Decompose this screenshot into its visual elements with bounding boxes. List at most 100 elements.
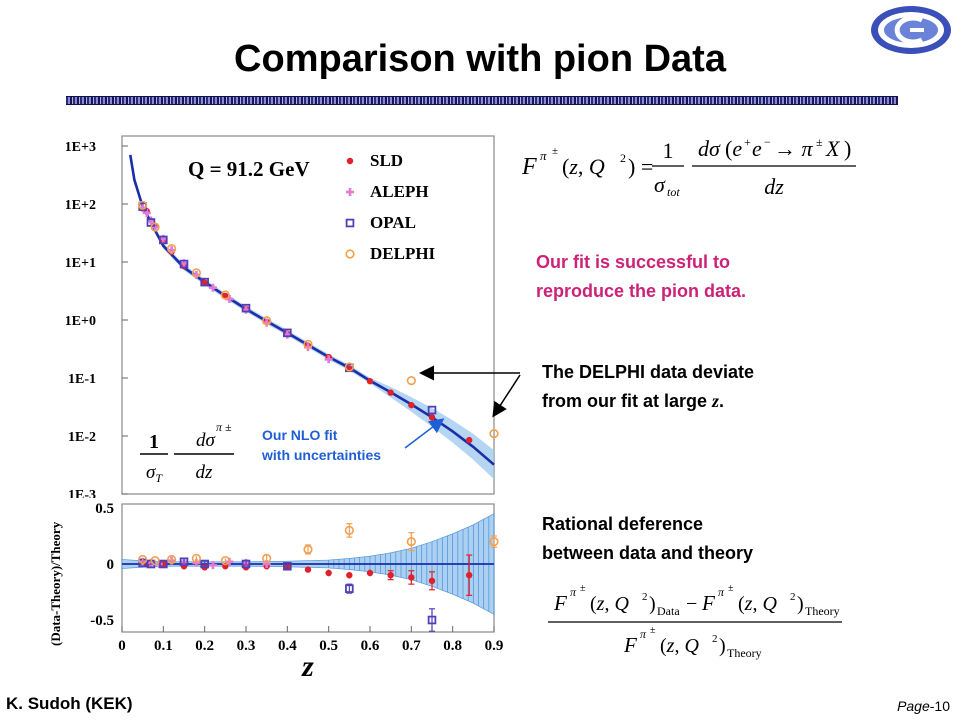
upper-plot-frame: [121, 135, 495, 495]
x-tick-label: 0.3: [237, 638, 256, 654]
svg-text:±: ±: [816, 135, 823, 149]
upper-delphi-point: [344, 362, 354, 372]
svg-text:π: π: [540, 148, 547, 163]
legend-opal-point: [345, 218, 355, 228]
svg-text:±: ±: [650, 625, 656, 636]
svg-text:π: π: [640, 627, 647, 641]
svg-text:dσ: dσ: [196, 430, 216, 451]
lower-y-tick-label: -0.5: [90, 613, 114, 629]
svg-text:dz: dz: [764, 174, 784, 199]
upper-delphi-point: [489, 428, 499, 439]
upper-y-tick-label: 1E+1: [66, 256, 96, 271]
nlo-fit-label: Our NLO fit with uncertainties: [262, 427, 382, 463]
legend-aleph-point: [346, 188, 354, 196]
svg-text:F: F: [553, 591, 567, 615]
svg-text:±: ±: [728, 583, 734, 594]
lower-delphi-point: [166, 554, 177, 565]
upper-opal-point: [241, 303, 251, 313]
legend-label-sld: SLD: [370, 151, 403, 170]
lower-sld-point: [428, 577, 436, 584]
svg-text:F: F: [701, 591, 715, 615]
x-axis-label: z: [301, 650, 314, 682]
upper-opal-point: [283, 328, 292, 338]
upper-sld-point: [387, 389, 394, 396]
x-tick-label: 0.1: [154, 638, 173, 654]
x-tick-label: 0: [118, 638, 126, 654]
upper-y-tick-label: 1E-3: [68, 488, 96, 498]
lower-aleph-point: [208, 561, 217, 570]
lower-chart: 0 0.1 0.2 0.3 0.4 0.5 0.6 0.7 0.8 0.90.50-0.5 (Da…: [48, 501, 503, 682]
svg-text:π: π: [718, 585, 725, 599]
lower-delphi-point: [191, 553, 201, 564]
upper-y-tick-label: 1E-2: [68, 430, 96, 445]
legend-delphi-point: [345, 249, 355, 259]
lower-opal-point: [427, 615, 437, 625]
lower-sld-point: [304, 566, 312, 573]
lower-sld-point: [408, 574, 415, 581]
upper-aleph-point: [208, 283, 217, 292]
svg-text:2: 2: [620, 151, 626, 165]
svg-text:X: X: [825, 136, 841, 161]
ratio-formula: F π ± (z, Q 2 ) Data − F π ± (z, Q 2 ) T…: [548, 583, 842, 660]
x-tick-label: 0.8: [443, 638, 462, 654]
y-axis-fraction-label: 1 σT dσ π ± dz: [140, 420, 234, 485]
lower-opal-point: [241, 559, 251, 569]
delphi-deviation-note: The DELPHI data deviate from our fit at …: [542, 362, 755, 411]
nlo-arrow: [404, 418, 445, 449]
upper-sld-point: [408, 401, 415, 409]
legend-label-opal: OPAL: [370, 213, 416, 232]
lower-delphi-point: [303, 544, 313, 555]
title-underline: [66, 96, 898, 105]
lower-opal-point: [345, 584, 354, 593]
legend-sld-point: [346, 157, 354, 165]
x-tick-label: 0.2: [195, 638, 214, 654]
lower-sld-point: [387, 572, 394, 579]
lower-sld-point: [466, 572, 473, 579]
upper-delphi-point: [406, 376, 416, 386]
svg-text:σ: σ: [654, 172, 666, 197]
legend-label-aleph: ALEPH: [370, 182, 429, 201]
upper-sld-point: [366, 378, 374, 385]
svg-text:F: F: [521, 154, 537, 180]
lower-opal-point: [179, 557, 189, 567]
cross-section-formula: F π ± (z, Q 2 ) = 1 σ tot dσ (e + e − → …: [521, 135, 856, 199]
upper-delphi-point: [220, 290, 230, 300]
upper-opal-point: [200, 277, 209, 287]
upper-delphi-point: [303, 339, 313, 349]
svg-text:2: 2: [712, 633, 718, 645]
svg-text:F: F: [623, 633, 637, 657]
svg-text:): ): [649, 593, 656, 615]
kek-logo: [871, 6, 951, 54]
svg-text:Data: Data: [657, 604, 680, 618]
svg-text:(z, Q: (z, Q: [590, 593, 629, 615]
slide-title: Comparison with pion Data: [234, 38, 726, 80]
rational-deference-note: Rational deference between data and theo…: [542, 514, 754, 563]
lower-delphi-point: [150, 556, 160, 566]
x-tick-label: 0.4: [278, 638, 297, 654]
lower-sld-point: [366, 569, 374, 577]
svg-text:tot: tot: [667, 185, 680, 199]
svg-text:Theory: Theory: [727, 646, 762, 660]
lower-y-tick-label: 0: [107, 557, 115, 573]
lower-opal-point: [200, 559, 209, 569]
svg-text:(z, Q: (z, Q: [660, 635, 699, 657]
upper-chart: 1E+3 1E+2 1E+1 1E+0 1E-1 1E-2 1E-3 Q = 91.2 Ge…: [66, 135, 499, 498]
lower-sld-point: [346, 572, 353, 579]
svg-text:1: 1: [663, 138, 674, 163]
author-footer: K. Sudoh (KEK): [6, 694, 133, 713]
svg-text:1: 1: [149, 431, 159, 453]
upper-delphi-point: [166, 244, 177, 254]
upper-opal-point: [179, 259, 189, 269]
svg-text:Theory: Theory: [805, 604, 840, 618]
svg-text:+: +: [744, 135, 751, 149]
upper-y-tick-label: 1E+0: [66, 314, 96, 329]
upper-delphi-point: [138, 200, 148, 210]
upper-y-tick-label: 1E-1: [68, 372, 96, 387]
x-tick-label: 0.7: [402, 638, 421, 654]
svg-text:(z, Q: (z, Q: [738, 593, 777, 615]
lower-delphi-point: [138, 554, 148, 565]
x-tick-label: 0.5: [319, 638, 338, 654]
lower-sld-point: [325, 569, 332, 577]
lower-delphi-point: [220, 556, 230, 566]
